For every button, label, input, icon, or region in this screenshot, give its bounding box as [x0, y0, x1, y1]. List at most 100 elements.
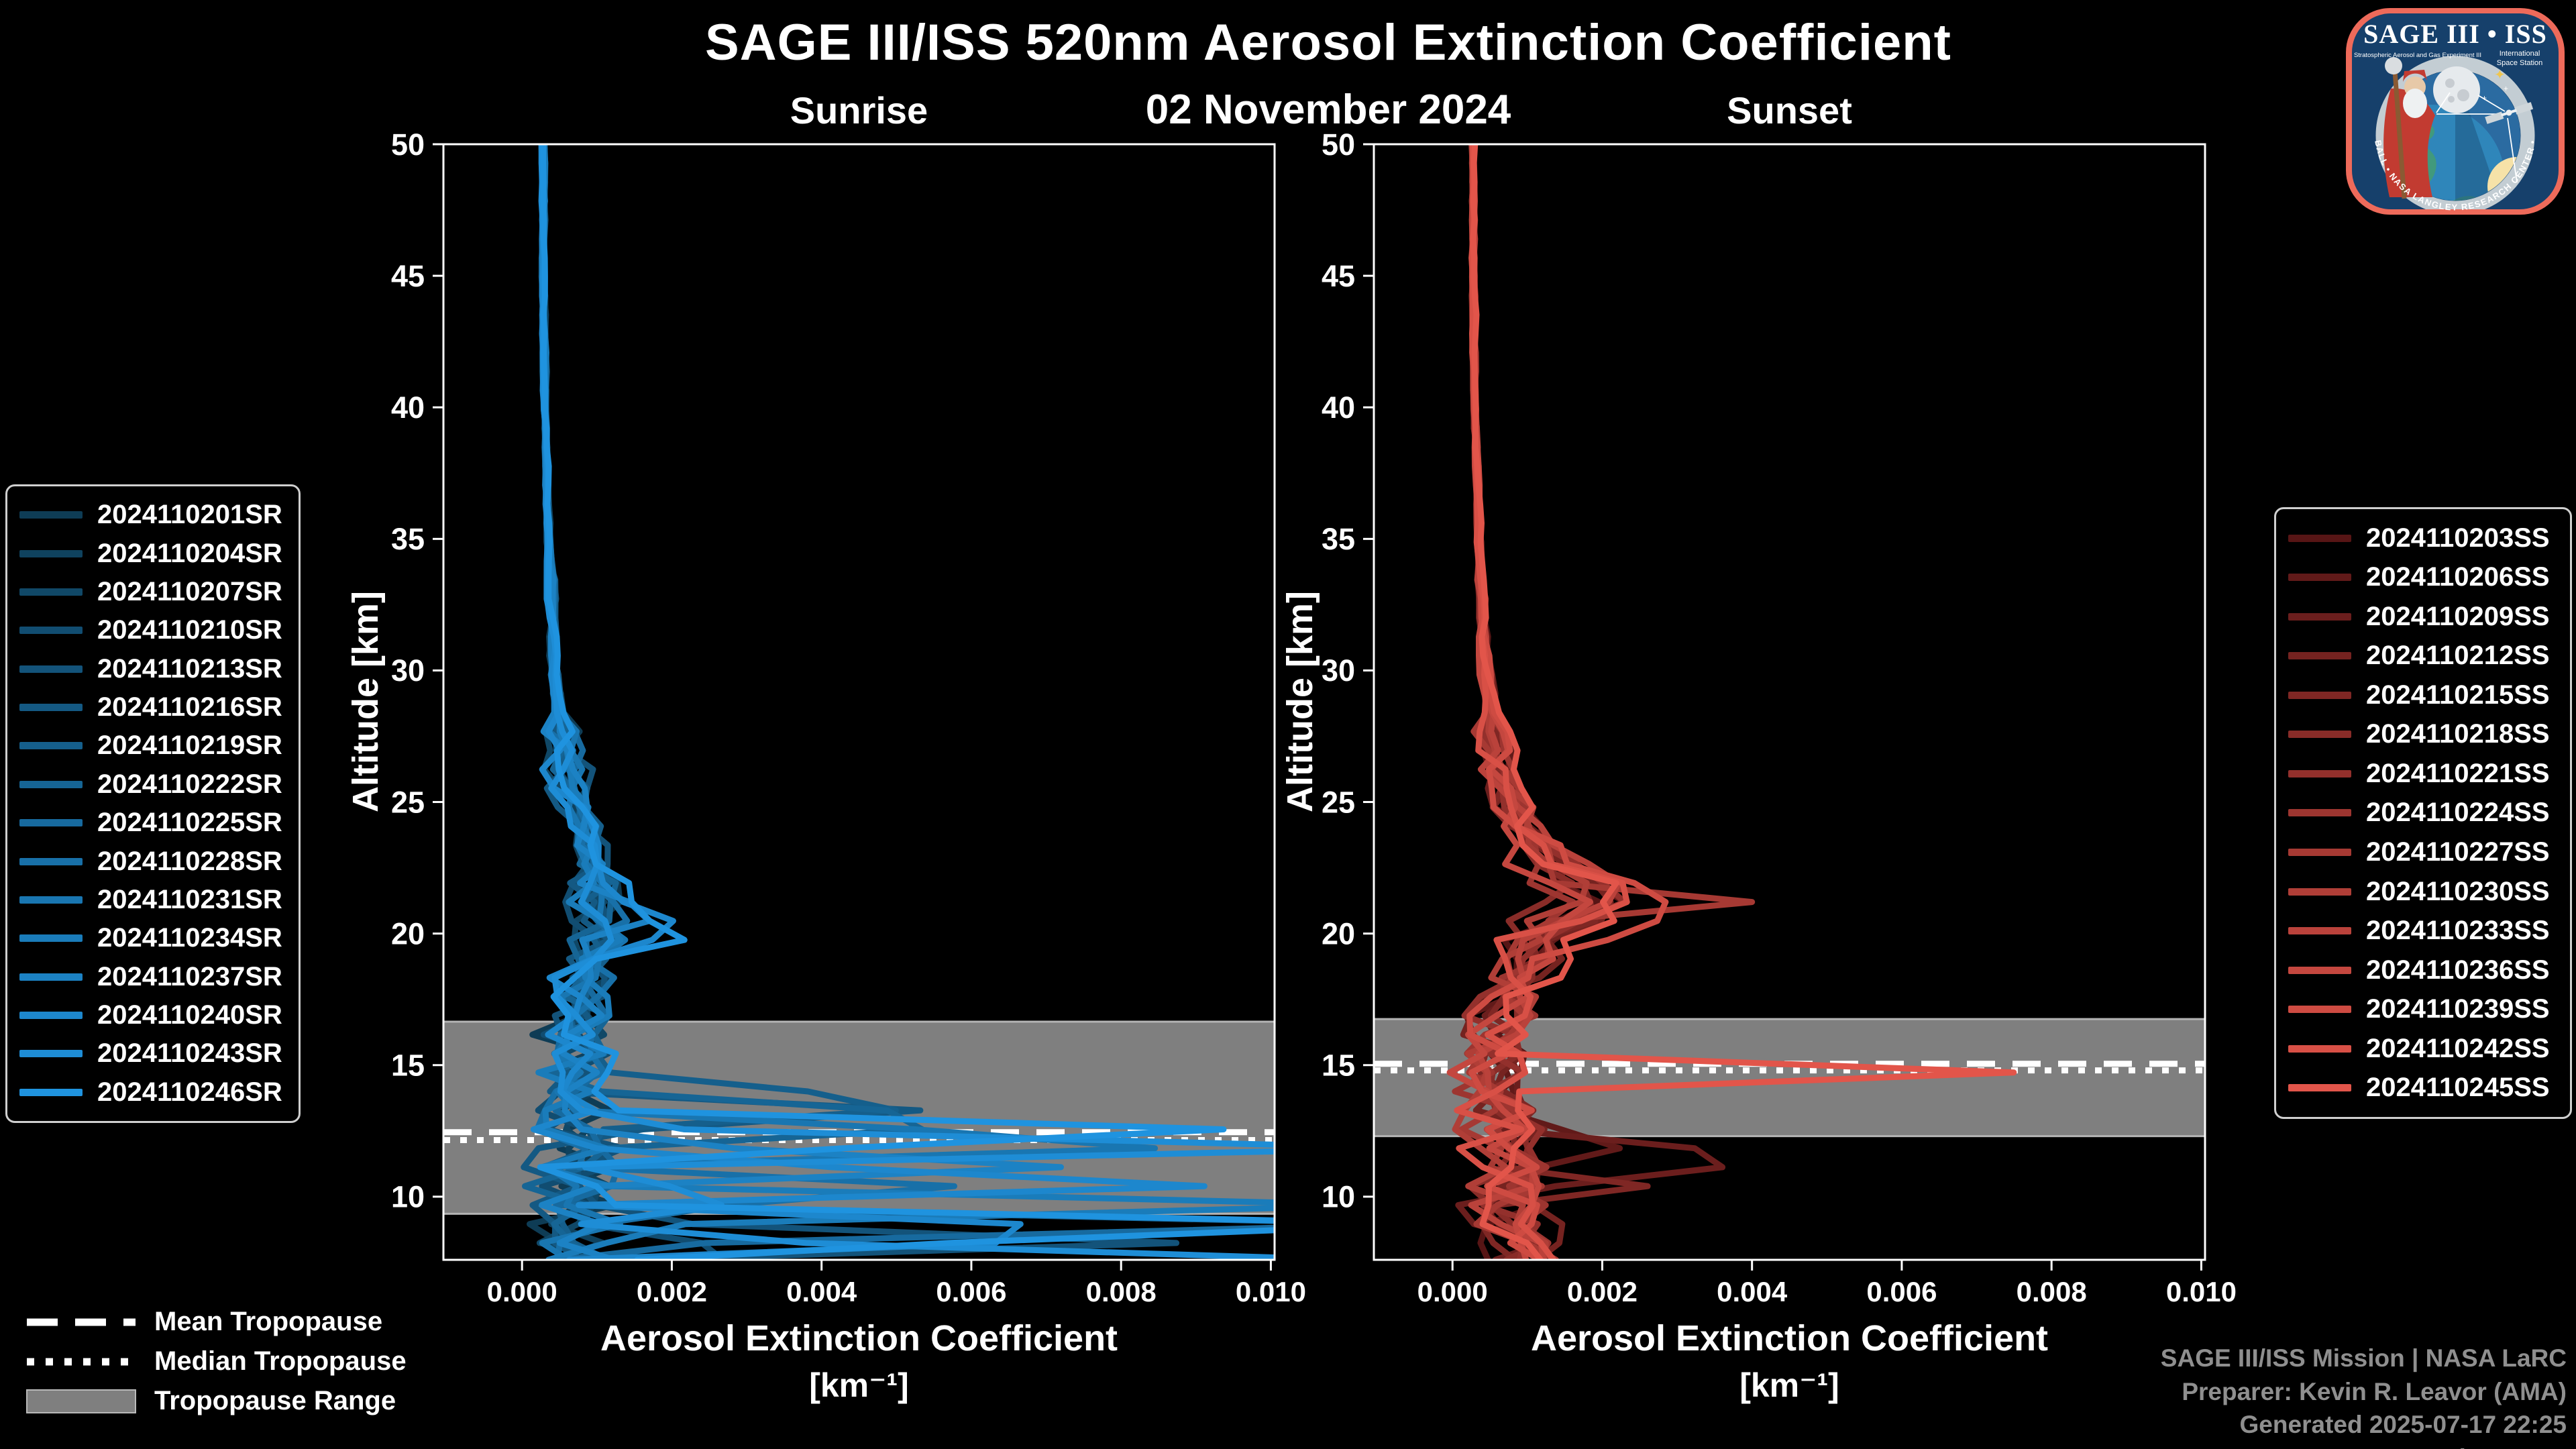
x-tick-label: 0.006 [1866, 1276, 1937, 1307]
y-tick-label: 25 [391, 785, 425, 819]
legend-line-swatch [19, 627, 83, 635]
y-tick-label: 35 [391, 522, 425, 556]
legend-line-swatch [2288, 652, 2351, 660]
legend-line-swatch [19, 857, 83, 865]
sight-lines [2436, 92, 2518, 183]
legend-line-swatch [2288, 966, 2351, 974]
tropopause-range-legend-item: Tropopause Range [24, 1386, 407, 1416]
legend-event-label: 2024110213SR [97, 653, 282, 684]
legend-item: 2024110216SR [7, 692, 299, 722]
legend-item: 2024110225SR [7, 808, 299, 838]
median-tropopause-legend-item: Median Tropopause [24, 1346, 407, 1377]
legend-line-swatch [19, 588, 83, 596]
legend-item: 2024110224SS [2276, 798, 2570, 828]
legend-line-swatch [19, 934, 83, 943]
y-tick-label: 30 [391, 653, 425, 688]
date-subtitle: 02 November 2024 [1145, 87, 1511, 133]
legend-item: 2024110233SS [2276, 916, 2570, 946]
x-tick-label: 0.004 [786, 1276, 857, 1307]
legend-line-swatch [2288, 1006, 2351, 1014]
patch-left-subtitle: Stratospheric Aerosol and Gas Experiment… [2354, 52, 2481, 59]
median-tropopause-label: Median Tropopause [154, 1346, 407, 1376]
x-tick-label: 0.008 [2017, 1276, 2087, 1307]
x-tick-label: 0.002 [1567, 1276, 1638, 1307]
legend-event-label: 2024110218SS [2366, 719, 2550, 749]
legend-line-swatch [2288, 612, 2351, 621]
tropopause-range-swatch [26, 1389, 136, 1413]
legend-line-swatch [2288, 927, 2351, 935]
y-tick-label: 35 [1322, 522, 1355, 556]
y-tick-label: 45 [1322, 259, 1355, 293]
y-tick-label: 45 [391, 259, 425, 293]
legend-event-label: 2024110246SR [97, 1077, 282, 1107]
legend-line-swatch [19, 819, 83, 827]
credit-generated: Generated 2025-07-17 22:25 [2239, 1411, 2567, 1439]
profile-line-2024110245SS [1470, 144, 2017, 1260]
y-tick-label: 30 [1322, 653, 1355, 688]
moon-crater-2 [2457, 89, 2469, 101]
profile-line-2024110242SS [1454, 144, 1630, 1260]
legend-line-swatch [2288, 849, 2351, 857]
credit-mission: SAGE III/ISS Mission | NASA LaRC [2160, 1344, 2567, 1372]
credit-preparer: Preparer: Kevin R. Leavor (AMA) [2182, 1377, 2567, 1405]
legend-line-swatch [19, 1012, 83, 1020]
y-tick-label: 50 [1322, 127, 1355, 162]
star-icon: ✦ [2494, 68, 2506, 83]
legend-event-label: 2024110228SR [97, 846, 282, 876]
legend-line-swatch [19, 1088, 83, 1096]
legend-event-label: 2024110236SS [2366, 955, 2550, 985]
sunrise-x-axis-label: Aerosol Extinction Coefficient [600, 1318, 1118, 1358]
legend-line-swatch [2288, 809, 2351, 817]
y-tick-label: 25 [1322, 785, 1355, 819]
legend-item: 2024110219SR [7, 731, 299, 761]
legend-event-label: 2024110203SS [2366, 523, 2550, 553]
legend-event-label: 2024110204SR [97, 538, 282, 568]
legend-event-label: 2024110207SR [97, 576, 282, 606]
legend-item: 2024110230SS [2276, 877, 2570, 907]
moon-icon [2433, 66, 2480, 113]
legend-item: 2024110218SS [2276, 719, 2570, 749]
sunrise-plot-area: 0.000 0.002 0.004 0.006 0.008 0.010 10 15 20 25 30… [391, 127, 1306, 1307]
sunset-x-axis-units: [km⁻¹] [1739, 1366, 1839, 1404]
mean-tropopause-label: Mean Tropopause [154, 1307, 383, 1336]
legend-event-label: 2024110233SS [2366, 916, 2550, 946]
legend-event-label: 2024110227SS [2366, 837, 2550, 867]
legend-event-label: 2024110219SR [97, 731, 282, 761]
y-tick-label: 50 [391, 127, 425, 162]
legend-event-label: 2024110230SS [2366, 876, 2550, 906]
legend-item: 2024110227SS [2276, 837, 2570, 867]
legend-line-swatch [2288, 888, 2351, 896]
credit-data-version: Data Version: 6.0.0 [2161, 1442, 2567, 1449]
mission-patch-logo: ✦ + + SAGE III • ISS Stratospheric Aeros… [2344, 7, 2565, 215]
legend-event-label: 2024110237SR [97, 961, 282, 991]
legend-event-label: 2024110225SR [97, 808, 282, 838]
legend-event-label: 2024110242SS [2366, 1033, 2550, 1063]
legend-event-label: 2024110215SS [2366, 680, 2550, 710]
legend-event-label: 2024110224SS [2366, 798, 2550, 828]
legend-event-label: 2024110240SR [97, 1000, 282, 1030]
legend-line-swatch [19, 704, 83, 712]
y-tick-label: 10 [1322, 1180, 1355, 1214]
sage-figure [2383, 57, 2435, 199]
page-title: SAGE III/ISS 520nm Aerosol Extinction Co… [705, 14, 1951, 71]
legend-item: 2024110234SR [7, 923, 299, 953]
legend-event-label: 2024110243SR [97, 1038, 282, 1069]
patch-ring [2375, 56, 2535, 209]
sunrise-legend: 2024110201SR 2024110204SR 2024110207SR 2024… [5, 484, 301, 1123]
legend-line-swatch [2288, 534, 2351, 542]
legend-item: 2024110243SR [7, 1038, 299, 1069]
x-tick-label: 0.002 [637, 1276, 707, 1307]
legend-event-label: 2024110201SR [97, 500, 282, 530]
x-tick-label: 0.010 [2166, 1276, 2237, 1307]
legend-event-label: 2024110210SR [97, 615, 282, 645]
legend-item: 2024110204SR [7, 539, 299, 569]
x-tick-label: 0.000 [487, 1276, 557, 1307]
iss-icon [2485, 102, 2534, 124]
legend-item: 2024110245SS [2276, 1073, 2570, 1103]
sunrise-y-axis-label: Altitude [km] [345, 591, 386, 812]
y-tick-label: 40 [1322, 390, 1355, 425]
tropopause-legend: Mean Tropopause Median Tropopause Tropop… [24, 1307, 407, 1416]
sunset-plot-area: 0.000 0.002 0.004 0.006 0.008 0.010 10 15 20 25 30… [1322, 127, 2237, 1307]
legend-line-swatch [19, 549, 83, 557]
